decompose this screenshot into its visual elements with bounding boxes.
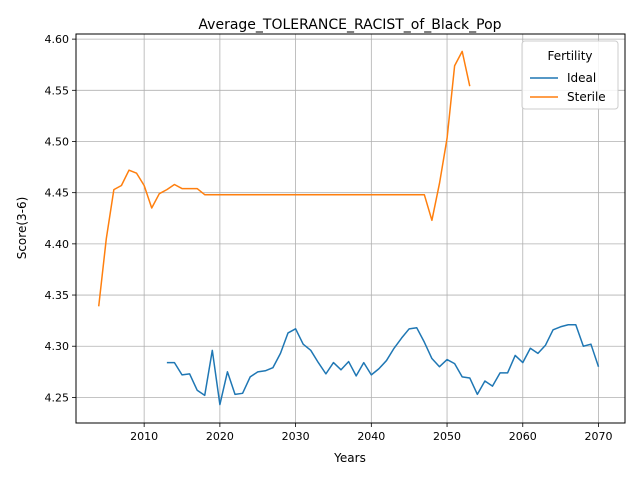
y-tick-label: 4.55 bbox=[45, 84, 70, 97]
legend-label-ideal: Ideal bbox=[567, 71, 596, 85]
series-lines bbox=[97, 50, 600, 406]
chart-title: Average_TOLERANCE_RACIST_of_Black_Pop bbox=[198, 17, 501, 33]
y-tick-label: 4.60 bbox=[45, 33, 70, 46]
x-tick-label: 2070 bbox=[584, 430, 612, 443]
plot-frame bbox=[75, 33, 626, 424]
legend-box bbox=[521, 40, 619, 110]
series-line-ideal bbox=[166, 323, 600, 406]
legend-title: Fertility bbox=[547, 49, 592, 63]
y-tick-label: 4.50 bbox=[45, 135, 70, 148]
y-tick-label: 4.25 bbox=[45, 391, 70, 404]
series-line-sterile bbox=[97, 50, 471, 307]
y-tick-label: 4.30 bbox=[45, 340, 70, 353]
x-tick-label: 2030 bbox=[282, 430, 310, 443]
x-tick-label: 2010 bbox=[130, 430, 158, 443]
x-tick-label: 2020 bbox=[206, 430, 234, 443]
y-tick-label: 4.40 bbox=[45, 238, 70, 251]
x-axis-ticks: 2010 2020 2030 2040 2050 2060 2070 bbox=[130, 423, 612, 443]
x-tick-label: 2040 bbox=[357, 430, 385, 443]
y-axis-ticks: 4.25 4.30 4.35 4.40 4.45 4.50 4.55 4.60 bbox=[45, 33, 76, 404]
y-tick-label: 4.45 bbox=[45, 187, 70, 200]
y-tick-label: 4.35 bbox=[45, 289, 70, 302]
x-tick-label: 2060 bbox=[509, 430, 537, 443]
y-axis-label: Score(3-6) bbox=[15, 197, 29, 260]
x-axis-label: Years bbox=[333, 451, 366, 465]
x-tick-label: 2050 bbox=[433, 430, 461, 443]
legend-label-sterile: Sterile bbox=[567, 90, 606, 104]
legend: Fertility Ideal Sterile bbox=[521, 40, 619, 110]
